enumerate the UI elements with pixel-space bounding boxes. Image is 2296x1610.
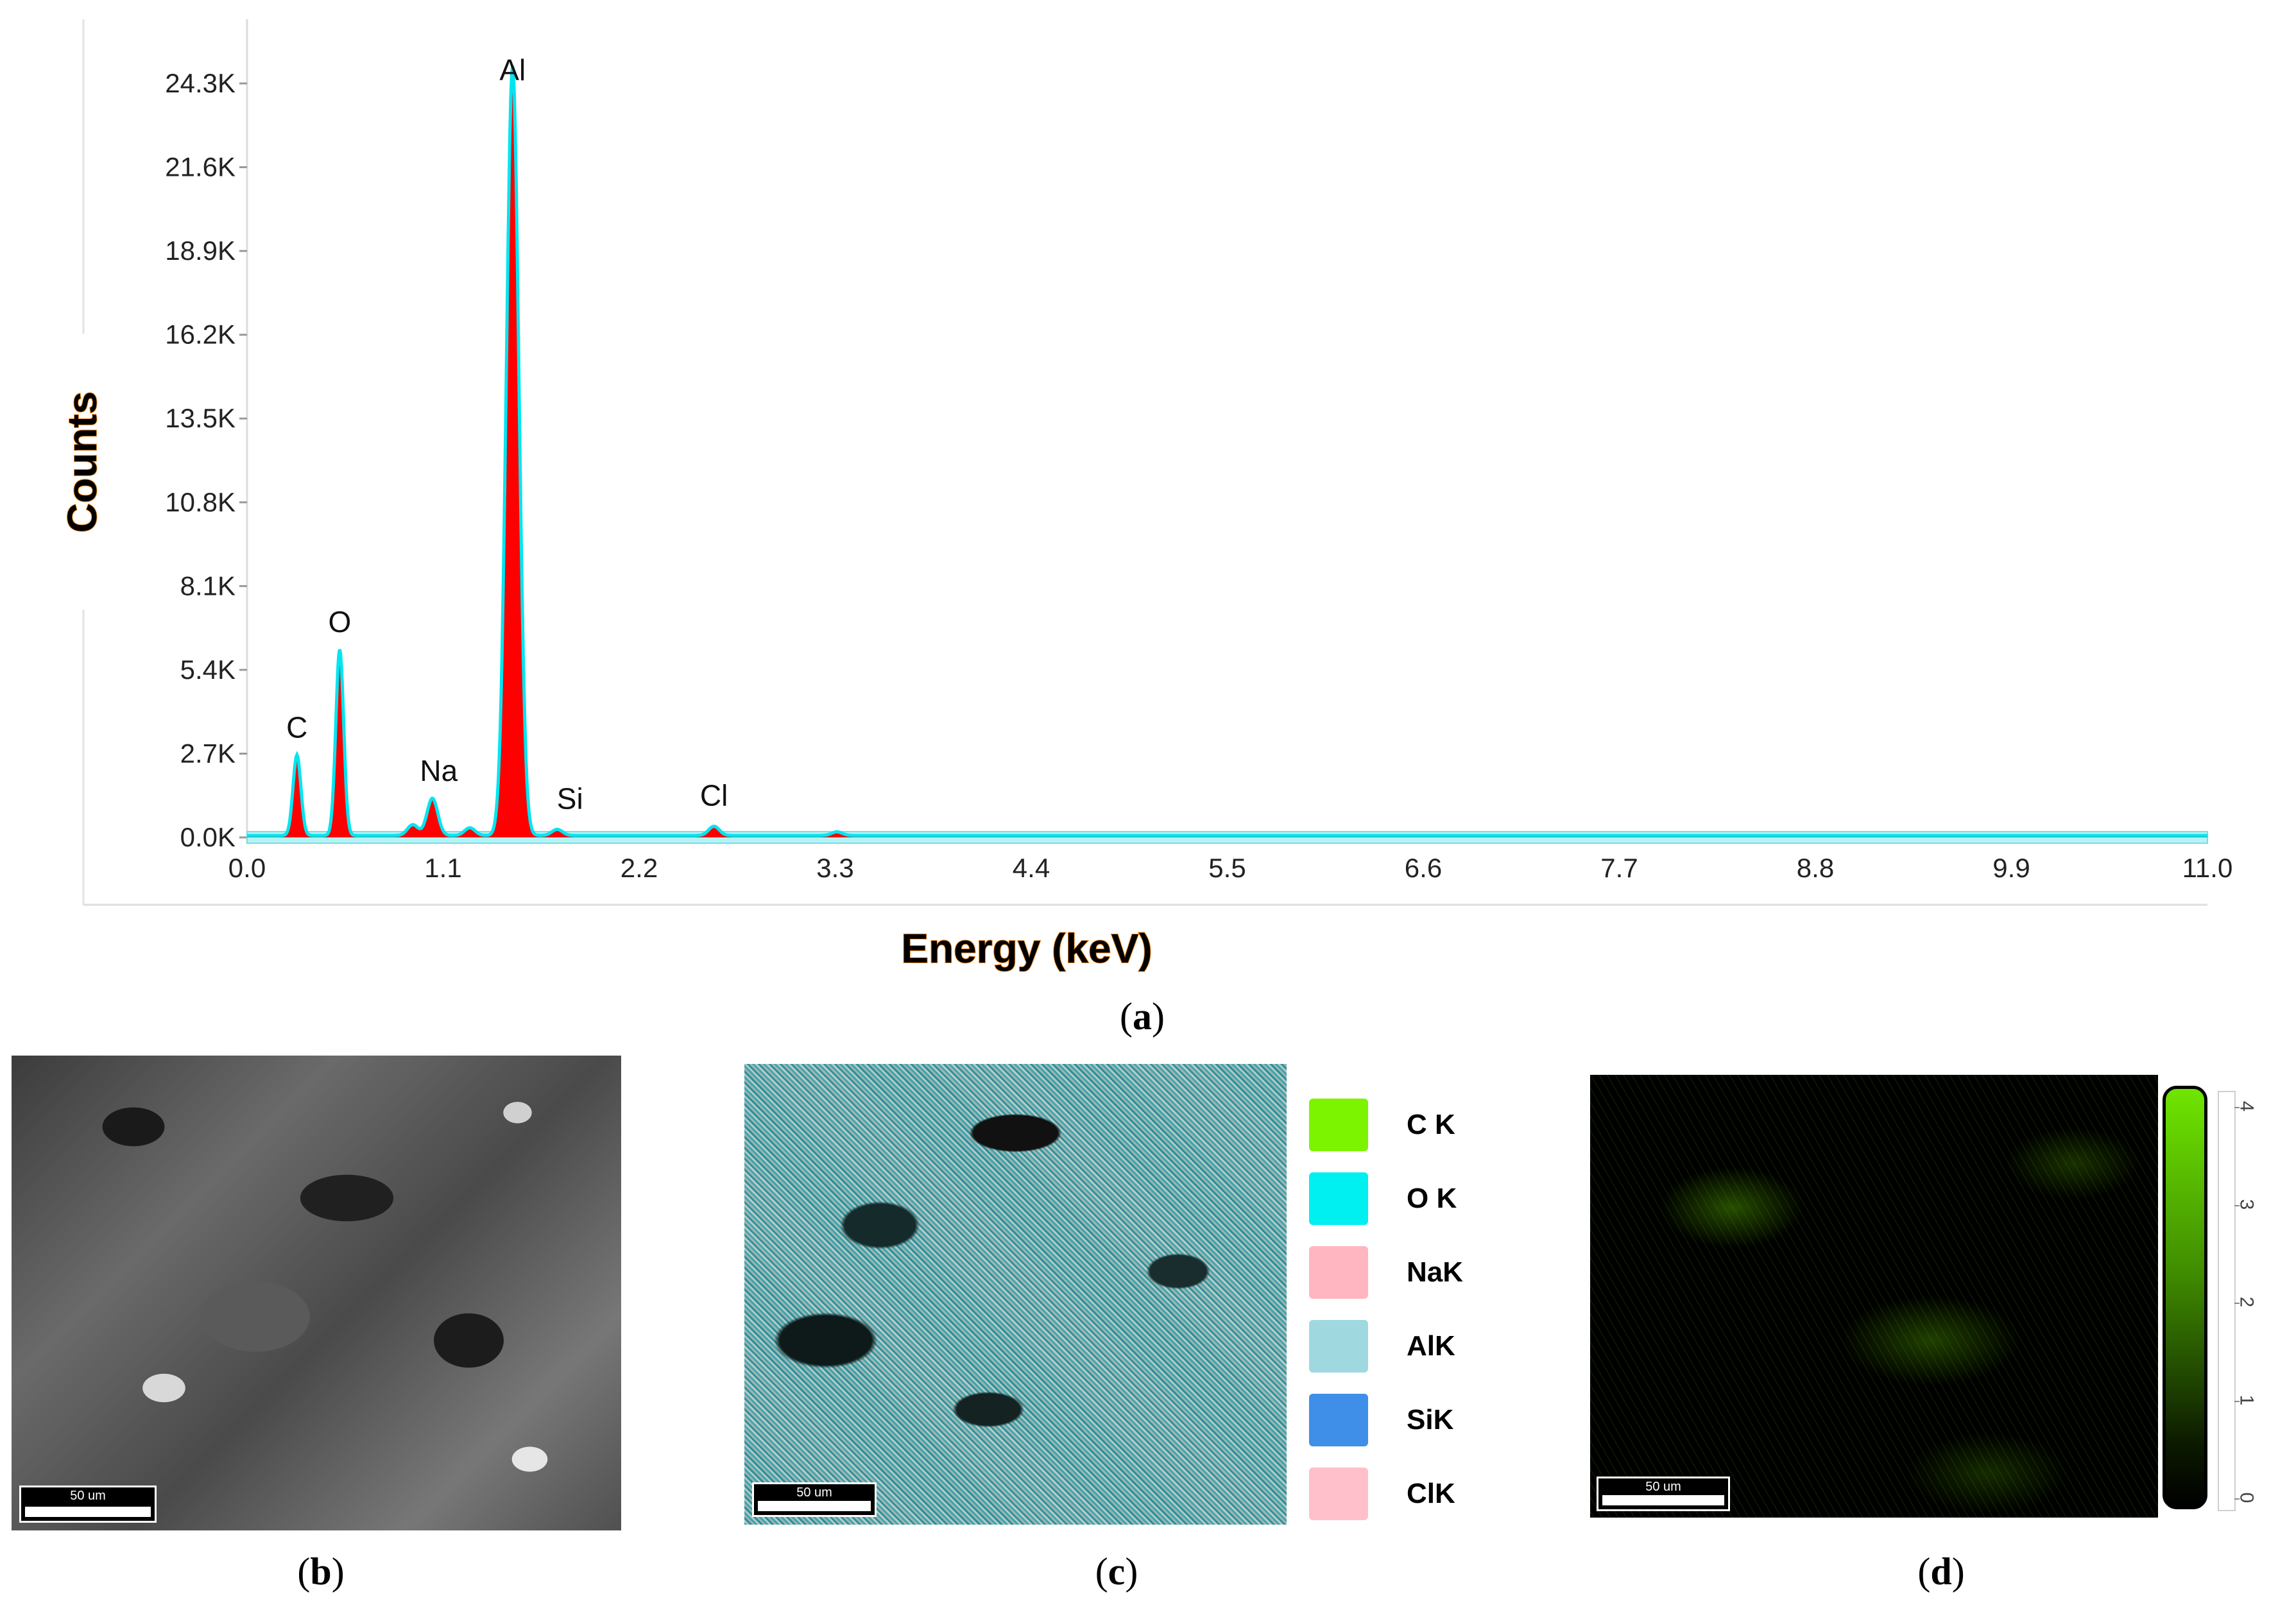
colorbar-tick-mark — [2234, 1107, 2240, 1108]
colorbar-tick-mark — [2234, 1400, 2240, 1402]
legend-swatch — [1309, 1246, 1368, 1299]
sem-image: 50 um — [12, 1056, 621, 1530]
colorbar-tick-label: 3 — [2236, 1199, 2257, 1210]
panel-label-d: (d) — [1917, 1550, 1965, 1593]
legend-label: C K — [1407, 1109, 1455, 1140]
colorbar-tick-label: 2 — [2236, 1296, 2257, 1308]
legend-swatch — [1309, 1099, 1368, 1151]
legend-label: AlK — [1407, 1330, 1455, 1362]
legend-item: ClK — [1309, 1465, 1455, 1523]
x-axis-label: Energy (keV) — [901, 925, 1152, 972]
legend-item: O K — [1309, 1170, 1457, 1228]
x-tick-label: 2.2 — [621, 853, 658, 883]
x-tick-label: 8.8 — [1797, 853, 1834, 883]
eds-map-overlay: 50 um — [744, 1064, 1287, 1525]
colorbar-tick-label: 1 — [2236, 1394, 2257, 1405]
x-tick-label: 0.0 — [228, 853, 266, 883]
x-tick-label: 5.5 — [1208, 853, 1246, 883]
peak-label-na: Na — [420, 754, 458, 787]
x-tick-label: 9.9 — [1992, 853, 2030, 883]
x-tick-label: 6.6 — [1405, 853, 1442, 883]
peak-label-cl: Cl — [700, 778, 728, 812]
peak-label-c: C — [286, 710, 307, 744]
y-tick-label: 2.7K — [180, 738, 236, 768]
y-tick-label: 18.9K — [165, 236, 236, 266]
legend-label: NaK — [1407, 1256, 1464, 1288]
legend-swatch — [1309, 1394, 1368, 1446]
x-tick-label: 11.0 — [2182, 853, 2233, 883]
x-tick-label: 3.3 — [816, 853, 853, 883]
spectrum-line — [247, 65, 2207, 837]
y-axis-label: Counts — [59, 391, 105, 533]
y-tick-label: 8.1K — [180, 570, 236, 601]
legend-swatch — [1309, 1320, 1368, 1373]
peak-label-o: O — [329, 605, 352, 638]
carbon-map: 50 um — [1590, 1075, 2158, 1518]
panel-label-c: (c) — [1095, 1550, 1138, 1593]
legend-item: NaK — [1309, 1244, 1463, 1301]
spectrum-fill — [247, 65, 2207, 837]
legend-label: ClK — [1407, 1478, 1455, 1509]
eds-spectrum-chart: 0.0K 2.7K 5.4K 8.1K 10.8K 13.5K 16.2K 18.9K 21.6… — [58, 19, 2233, 972]
colorbar-tick-label: 4 — [2236, 1100, 2257, 1112]
x-tick-label: 4.4 — [1013, 853, 1050, 883]
y-tick-label: 13.5K — [165, 403, 236, 433]
legend-label: O K — [1407, 1183, 1457, 1214]
legend-label: SiK — [1407, 1404, 1454, 1435]
y-tick-label: 21.6K — [165, 152, 236, 182]
legend-item: SiK — [1309, 1391, 1453, 1449]
panel-label-b: (b) — [297, 1550, 345, 1593]
y-tick-label: 10.8K — [165, 487, 236, 517]
scale-bar-b: 50 um — [19, 1486, 157, 1523]
x-tick-label: 7.7 — [1600, 853, 1638, 883]
colorbar-tick-label: 0 — [2236, 1492, 2257, 1503]
colorbar-axis — [2218, 1091, 2236, 1511]
scale-bar-d: 50 um — [1597, 1477, 1730, 1511]
legend-swatch — [1309, 1468, 1368, 1520]
scale-bar-c: 50 um — [752, 1482, 877, 1517]
panel-label-a: (a) — [1120, 995, 1165, 1038]
colorbar-tick-mark — [2234, 1498, 2240, 1500]
peak-label-al: Al — [499, 53, 526, 87]
y-tick-label: 0.0K — [180, 822, 236, 852]
legend-item: C K — [1309, 1096, 1455, 1154]
colorbar — [2163, 1086, 2207, 1509]
peak-label-si: Si — [557, 782, 583, 815]
y-tick-label: 24.3K — [165, 68, 236, 98]
colorbar-tick-mark — [2234, 1204, 2240, 1206]
colorbar-tick-mark — [2234, 1303, 2240, 1304]
legend-item: AlK — [1309, 1317, 1455, 1375]
legend-swatch — [1309, 1172, 1368, 1225]
x-tick-label: 1.1 — [424, 853, 461, 883]
y-tick-label: 16.2K — [165, 320, 236, 350]
y-tick-label: 5.4K — [180, 655, 236, 685]
